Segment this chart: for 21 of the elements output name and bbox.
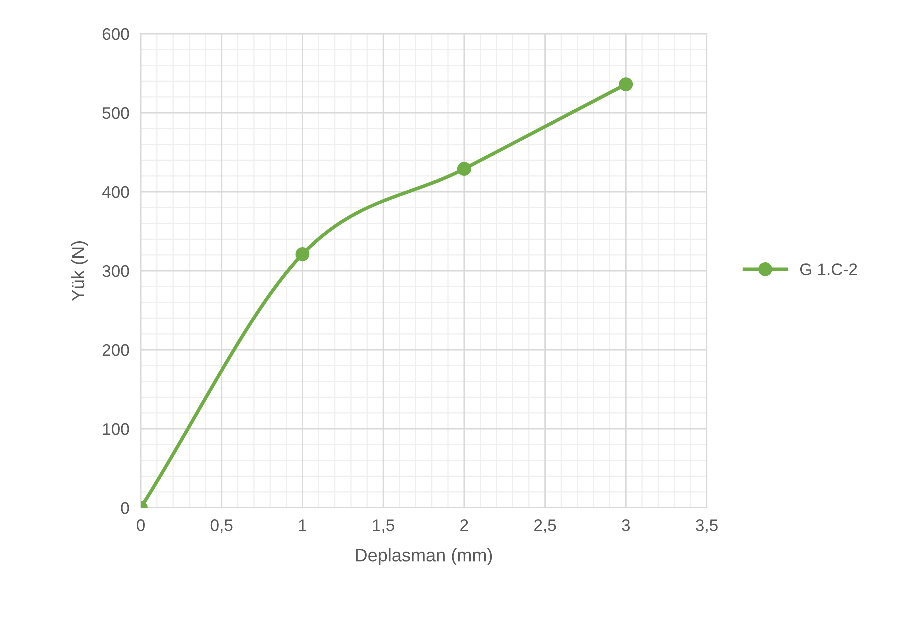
x-axis-title: Deplasman (mm) bbox=[356, 548, 492, 566]
x-tick-label: 2 bbox=[460, 520, 468, 532]
x-tick-label: 3 bbox=[622, 520, 630, 532]
x-tick-label: 1 bbox=[299, 520, 307, 532]
y-tick-label: 100 bbox=[103, 423, 130, 436]
x-tick-label: 3,5 bbox=[696, 520, 718, 534]
y-axis-title: Yük (N) bbox=[71, 242, 88, 302]
x-tick-label: 1,5 bbox=[373, 520, 394, 534]
y-tick-label: 600 bbox=[102, 28, 130, 40]
point bbox=[619, 78, 634, 92]
y-tick-label: 400 bbox=[102, 186, 130, 198]
x-tick-label: 0,5 bbox=[210, 520, 233, 534]
y-tick-label: 500 bbox=[102, 107, 130, 120]
y-tick-label: 0 bbox=[121, 502, 130, 514]
x-tick-label: 2,5 bbox=[534, 520, 556, 534]
point bbox=[296, 247, 310, 262]
point bbox=[457, 162, 472, 176]
y-tick-label: 200 bbox=[102, 344, 130, 356]
legend-label: G 1.C-2 bbox=[800, 264, 858, 276]
y-tick-label: 300 bbox=[102, 265, 130, 278]
x-tick-label: 0 bbox=[137, 520, 145, 532]
